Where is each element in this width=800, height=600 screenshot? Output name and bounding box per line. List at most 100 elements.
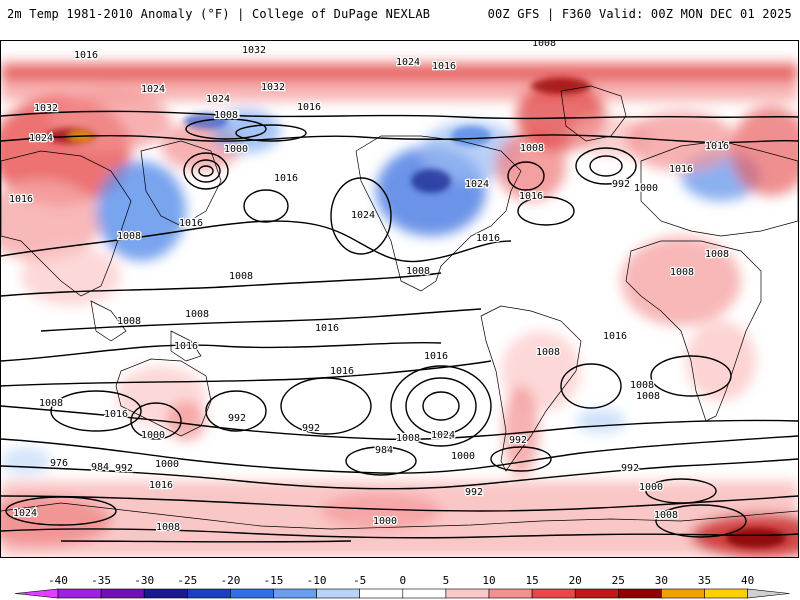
isobar-label: 1008 bbox=[117, 231, 141, 242]
isobar-label: 1024 bbox=[431, 430, 455, 441]
isobar-label: 1000 bbox=[639, 482, 663, 493]
isobar-label: 1016 bbox=[519, 191, 543, 202]
isobar-label: 1008 bbox=[185, 309, 209, 320]
colorbar-tick-label: -20 bbox=[220, 574, 240, 587]
isobar-label: 992 bbox=[115, 463, 133, 474]
coastlines bbox=[1, 85, 798, 530]
isobar-label: 1008 bbox=[705, 249, 729, 260]
isobar-labels: 1008 1016 1032 1024 1016 1008 1024 1032 1024 1008… bbox=[8, 41, 731, 534]
isobar-label: 1008 bbox=[536, 347, 560, 358]
colorbar-swatch bbox=[143, 588, 188, 599]
colorbar-tick-label: 35 bbox=[698, 574, 711, 587]
colorbar-tick-label: 0 bbox=[399, 574, 406, 587]
colorbar-labels: -40 -35 -30 -25 -20 -15 -10 -5 0 5 10 15 20 25 30 35 40 bbox=[48, 574, 754, 587]
isobar-label: 1032 bbox=[261, 82, 285, 93]
colorbar-tick-label: 25 bbox=[612, 574, 625, 587]
isobar-label: 1016 bbox=[174, 341, 198, 352]
colorbar-swatch bbox=[445, 588, 490, 599]
isobar-label: 1008 bbox=[229, 271, 253, 282]
isobar-label: 1016 bbox=[705, 141, 729, 152]
colorbar-swatch bbox=[402, 588, 447, 599]
isobar-label: 976 bbox=[50, 458, 68, 469]
colorbar-svg: -40 -35 -30 -25 -20 -15 -10 -5 0 5 10 15 20 25 30 35 40 bbox=[14, 574, 790, 599]
colorbar-tick-label: 30 bbox=[655, 574, 668, 587]
isobar-label: 1024 bbox=[141, 84, 165, 95]
colorbar-legend: -40 -35 -30 -25 -20 -15 -10 -5 0 5 10 15 20 25 30 35 40 bbox=[0, 560, 800, 600]
colorbar-tick-label: -35 bbox=[91, 574, 111, 587]
isobar-label: 1008 bbox=[156, 522, 180, 533]
isobar-label: 1008 bbox=[654, 510, 678, 521]
isobar-label: 1008 bbox=[670, 267, 694, 278]
isobar-label: 1016 bbox=[603, 331, 627, 342]
colorbar-tick-label: -30 bbox=[134, 574, 154, 587]
isobar-label: 984 bbox=[375, 445, 393, 456]
colorbar-swatch bbox=[316, 588, 361, 599]
isobar-label: 1032 bbox=[34, 103, 58, 114]
colorbar-swatch bbox=[531, 588, 576, 599]
isobar-label: 1016 bbox=[9, 194, 33, 205]
colorbar-tick-label: -25 bbox=[177, 574, 197, 587]
colorbar-tick-label: 5 bbox=[443, 574, 450, 587]
colorbar-tick-label: 10 bbox=[482, 574, 495, 587]
isobar-label: 1032 bbox=[242, 45, 266, 56]
colorbar-swatch bbox=[359, 588, 404, 599]
colorbar-tick-label: 15 bbox=[525, 574, 538, 587]
isobar-label: 1024 bbox=[465, 179, 489, 190]
isobar-label: 1024 bbox=[13, 508, 37, 519]
isobar-label: 1016 bbox=[476, 233, 500, 244]
colorbar-tick-label: -5 bbox=[353, 574, 366, 587]
isobar-label: 1016 bbox=[669, 164, 693, 175]
colorbar-swatch bbox=[617, 588, 662, 599]
isobar-label: 1016 bbox=[104, 409, 128, 420]
isobar-label: 1016 bbox=[297, 102, 321, 113]
colorbar-min-arrow bbox=[14, 588, 59, 599]
colorbar-swatch bbox=[230, 588, 274, 599]
isobar-label: 1016 bbox=[149, 480, 173, 491]
isobar-label: 1000 bbox=[373, 516, 397, 527]
colorbar-swatch bbox=[574, 588, 619, 599]
isobar-label: 1016 bbox=[74, 50, 98, 61]
isobars bbox=[1, 110, 798, 543]
colorbar-swatch bbox=[488, 588, 533, 599]
isobar-label: 1016 bbox=[432, 61, 456, 72]
isobar-label: 1008 bbox=[406, 266, 430, 277]
colorbar-swatch bbox=[57, 588, 102, 599]
colorbar-swatch bbox=[273, 588, 317, 599]
colorbar-swatch bbox=[100, 588, 145, 599]
isobar-label: 1024 bbox=[206, 94, 230, 105]
isobar-label: 1008 bbox=[214, 110, 238, 121]
colorbar-tick-label: -40 bbox=[48, 574, 68, 587]
header: 2m Temp 1981-2010 Anomaly (°F) | College… bbox=[0, 0, 800, 40]
isobar-label: 992 bbox=[302, 423, 320, 434]
isobar-label: 1000 bbox=[141, 430, 165, 441]
colorbar-swatch bbox=[704, 588, 748, 599]
isobar-label: 992 bbox=[509, 435, 527, 446]
map-title: 2m Temp 1981-2010 Anomaly (°F) | College… bbox=[7, 7, 431, 21]
colorbar-tick-label: 40 bbox=[741, 574, 754, 587]
isobar-label: 1016 bbox=[315, 323, 339, 334]
isobar-label: 1016 bbox=[274, 173, 298, 184]
isobar-label: 1008 bbox=[532, 41, 556, 49]
isobar-label: 984 bbox=[91, 462, 109, 473]
isobar-label: 992 bbox=[228, 413, 246, 424]
model-run-info: 00Z GFS | F360 Valid: 00Z MON DEC 01 202… bbox=[487, 7, 792, 21]
isobar-label: 1008 bbox=[636, 391, 660, 402]
isobar-label: 1016 bbox=[330, 366, 354, 377]
anomaly-map[interactable]: 1008 1016 1032 1024 1016 1008 1024 1032 1024 1008… bbox=[1, 41, 798, 557]
map-panel[interactable]: 1008 1016 1032 1024 1016 1008 1024 1032 1024 1008… bbox=[0, 40, 799, 558]
isobar-label: 1024 bbox=[351, 210, 375, 221]
isobar-label: 992 bbox=[621, 463, 639, 474]
colorbar-max-arrow bbox=[747, 588, 790, 599]
isobar-label: 1008 bbox=[39, 398, 63, 409]
isobar-label: 1008 bbox=[117, 316, 141, 327]
colorbar-tick-label: -10 bbox=[307, 574, 327, 587]
isobar-label: 1008 bbox=[396, 433, 420, 444]
isobar-label: 1000 bbox=[155, 459, 179, 470]
isobar-label: 1000 bbox=[634, 183, 658, 194]
colorbar-swatch bbox=[187, 588, 231, 599]
isobar-label: 992 bbox=[465, 487, 483, 498]
isobar-label: 1000 bbox=[451, 451, 475, 462]
isobar-label: 1008 bbox=[215, 110, 239, 121]
colorbar-tick-label: 20 bbox=[569, 574, 582, 587]
isobar-label: 1008 bbox=[520, 143, 544, 154]
